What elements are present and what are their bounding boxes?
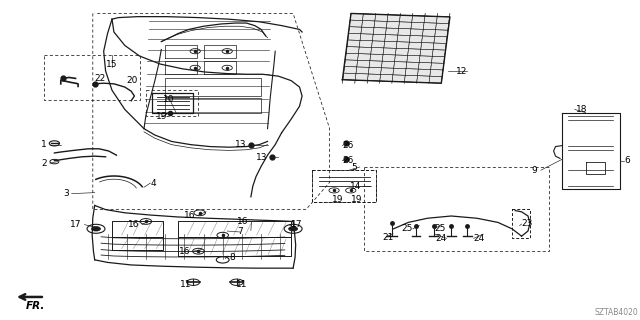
- Text: 12: 12: [456, 67, 467, 76]
- Text: 16: 16: [184, 211, 195, 220]
- Text: 25: 25: [401, 224, 413, 233]
- Text: 19: 19: [332, 195, 344, 204]
- Text: 24: 24: [474, 234, 485, 243]
- Text: 8: 8: [229, 253, 235, 262]
- Text: 16: 16: [128, 220, 140, 229]
- Text: 7: 7: [237, 228, 243, 236]
- Text: 19: 19: [156, 112, 168, 121]
- Text: 1: 1: [41, 140, 47, 149]
- Text: 13: 13: [256, 153, 268, 162]
- Circle shape: [289, 227, 298, 231]
- Text: 9: 9: [532, 166, 538, 175]
- Text: 14: 14: [350, 182, 362, 191]
- Text: 10: 10: [163, 95, 175, 104]
- Text: 20: 20: [127, 76, 138, 85]
- Text: 6: 6: [625, 156, 630, 165]
- Text: 17: 17: [291, 220, 303, 229]
- Text: 26: 26: [342, 141, 354, 150]
- Text: 11: 11: [180, 280, 191, 289]
- Circle shape: [92, 227, 100, 231]
- Text: 16: 16: [179, 247, 191, 256]
- Text: 3: 3: [63, 189, 69, 198]
- Text: FR.: FR.: [26, 301, 45, 311]
- Text: 25: 25: [434, 224, 445, 233]
- Text: 4: 4: [150, 179, 156, 188]
- Text: 26: 26: [342, 156, 354, 165]
- Text: 11: 11: [236, 280, 248, 289]
- Text: SZTAB4020: SZTAB4020: [595, 308, 639, 317]
- Text: 19: 19: [351, 195, 363, 204]
- Text: 13: 13: [235, 140, 246, 149]
- Text: 18: 18: [576, 105, 588, 114]
- Text: 23: 23: [522, 220, 533, 228]
- Text: 24: 24: [435, 234, 447, 243]
- Text: 2: 2: [41, 159, 47, 168]
- Text: 5: 5: [351, 163, 357, 172]
- Polygon shape: [342, 13, 450, 83]
- Text: 22: 22: [95, 74, 106, 83]
- Text: 21: 21: [383, 233, 394, 242]
- Text: 15: 15: [106, 60, 118, 69]
- Text: 16: 16: [237, 217, 248, 226]
- Text: 17: 17: [70, 220, 82, 229]
